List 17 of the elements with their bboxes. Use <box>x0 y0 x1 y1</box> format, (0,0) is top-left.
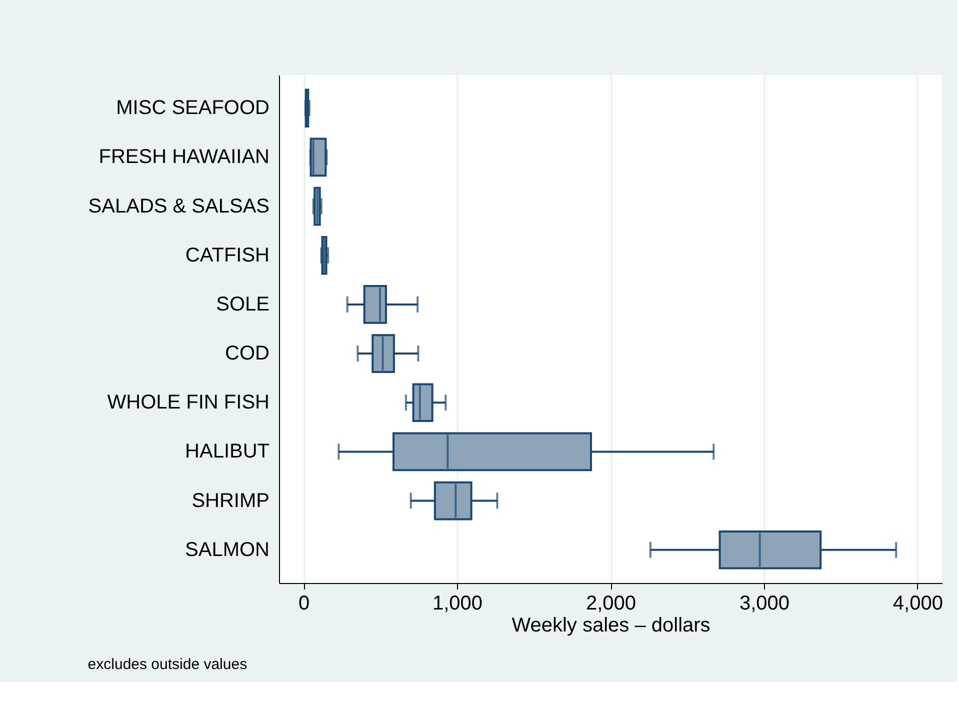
x-tick-label: 4,000 <box>892 592 943 614</box>
y-tick-label: SALMON <box>185 538 270 561</box>
y-tick-label: WHOLE FIN FISH <box>107 392 270 414</box>
x-tick-label: 2,000 <box>586 592 636 614</box>
text: excludes outside values <box>88 656 248 673</box>
y-tick-label: CATFISH <box>185 244 270 266</box>
y-tick-label: HALIBUT <box>185 440 270 463</box>
y-tick-label: COD <box>225 342 270 365</box>
y-tick-label: SALADS & SALSAS <box>88 195 270 218</box>
x-axis-title: Weekly sales – dollars <box>512 614 710 636</box>
y-tick-label: SOLE <box>216 293 270 316</box>
x-tick-label: 0 <box>298 592 310 614</box>
x-tick-label: 1,000 <box>432 592 483 614</box>
y-tick-label: FRESH HAWAIIAN <box>98 146 270 168</box>
y-tick-label: MISC SEAFOOD <box>116 97 270 120</box>
y-tick-label: SHRIMP <box>192 490 270 512</box>
x-tick-label: 3,000 <box>739 592 790 614</box>
